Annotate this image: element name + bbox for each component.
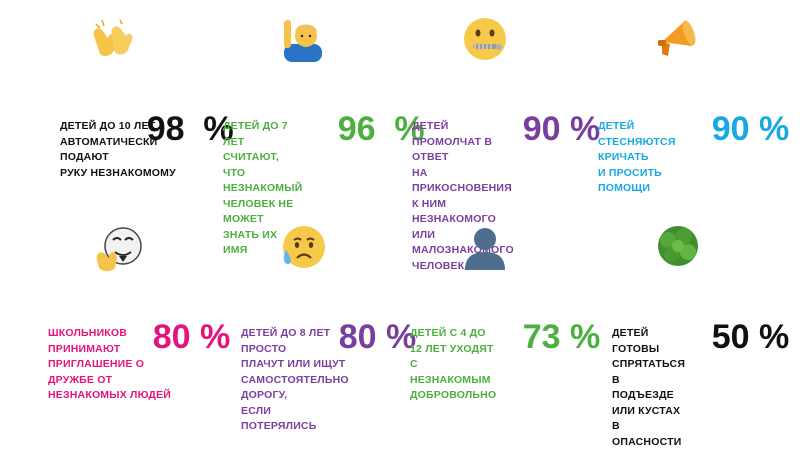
- stat-description: ДЕТЕЙ СТЕСНЯЮТСЯ КРИЧАТЬ И ПРОСИТЬ ПОМОЩ…: [598, 119, 676, 197]
- desc-line: ДЕТЕЙ ДО 10 ЛЕТ: [60, 119, 190, 135]
- desc-line: ДЕТЕЙ ДО 8 ЛЕТ ПРОСТО: [241, 326, 349, 357]
- bush-icon: [654, 224, 698, 268]
- stat-percent: 96 %: [281, 78, 425, 180]
- stat-description: ДЕТЕЙ ГОТОВЫ СПРЯТАТЬСЯ В ПОДЪЕЗДЕ ИЛИ К…: [612, 326, 685, 450]
- megaphone-icon: [656, 16, 700, 60]
- desc-line: ПРИГЛАШЕНИЕ О ДРУЖБЕ ОТ: [48, 357, 190, 388]
- desc-line: ДЕТЕЙ ПРОМОЛЧАТ В ОТВЕТ: [412, 119, 514, 166]
- desc-line: НА ПРИКОСНОВЕНИЯ К НИМ: [412, 166, 514, 213]
- stats-grid: 98 % ДЕТЕЙ ДО 10 ЛЕТ АВТОМАТИЧЕСКИ ПОДАЮ…: [0, 0, 800, 416]
- desc-line: ДЕТЕЙ СТЕСНЯЮТСЯ КРИЧАТЬ: [598, 119, 676, 166]
- desc-line: И ПРОСИТЬ ПОМОЩИ: [598, 166, 676, 197]
- desc-line: ЕСЛИ ПОТЕРЯЛИСЬ: [241, 404, 349, 435]
- sad-face-sweat-icon: [280, 224, 324, 268]
- masked-face-waving-icon: [95, 226, 139, 270]
- raising-hand-man-icon: [280, 14, 324, 58]
- desc-line: НЕЗНАКОМЫМ ДОБРОВОЛЬНО: [410, 373, 496, 404]
- waving-hands-icon: [90, 16, 134, 60]
- stat-description: ДЕТЕЙ С 4 ДО 12 ЛЕТ УХОДЯТ С НЕЗНАКОМЫМ …: [410, 326, 496, 404]
- desc-line: РУКУ НЕЗНАКОМОМУ: [60, 166, 190, 182]
- desc-line: ДЕТЕЙ ДО 7 ЛЕТ СЧИТАЮТ, ЧТО: [223, 119, 302, 181]
- stat-description: ДЕТЕЙ ДО 8 ЛЕТ ПРОСТО ПЛАЧУТ ИЛИ ИЩУТ СА…: [241, 326, 349, 435]
- desc-line: ПЛАЧУТ ИЛИ ИЩУТ: [241, 357, 349, 373]
- stat-description: ШКОЛЬНИКОВ ПРИНИМАЮТ ПРИГЛАШЕНИЕ О ДРУЖБ…: [48, 326, 190, 404]
- desc-line: ДЕТЕЙ С 4 ДО 12 ЛЕТ УХОДЯТ С: [410, 326, 496, 373]
- desc-line: АВТОМАТИЧЕСКИ ПОДАЮТ: [60, 135, 190, 166]
- desc-line: ПОДЪЕЗДЕ ИЛИ КУСТАХ В: [612, 388, 685, 435]
- stat-description: ДЕТЕЙ ДО 10 ЛЕТ АВТОМАТИЧЕСКИ ПОДАЮТ РУК…: [60, 119, 190, 181]
- desc-line: ОПАСНОСТИ: [612, 435, 685, 450]
- person-silhouette-icon: [462, 224, 506, 268]
- desc-line: ДЕТЕЙ ГОТОВЫ СПРЯТАТЬСЯ В: [612, 326, 685, 388]
- zipper-mouth-face-icon: [462, 16, 506, 60]
- desc-line: НЕЗНАКОМЫХ ЛЮДЕЙ: [48, 388, 190, 404]
- desc-line: САМОСТОЯТЕЛЬНО ДОРОГУ,: [241, 373, 349, 404]
- desc-line: ШКОЛЬНИКОВ ПРИНИМАЮТ: [48, 326, 190, 357]
- desc-line: НЕЗНАКОМЫЙ ЧЕЛОВЕК НЕ: [223, 181, 302, 212]
